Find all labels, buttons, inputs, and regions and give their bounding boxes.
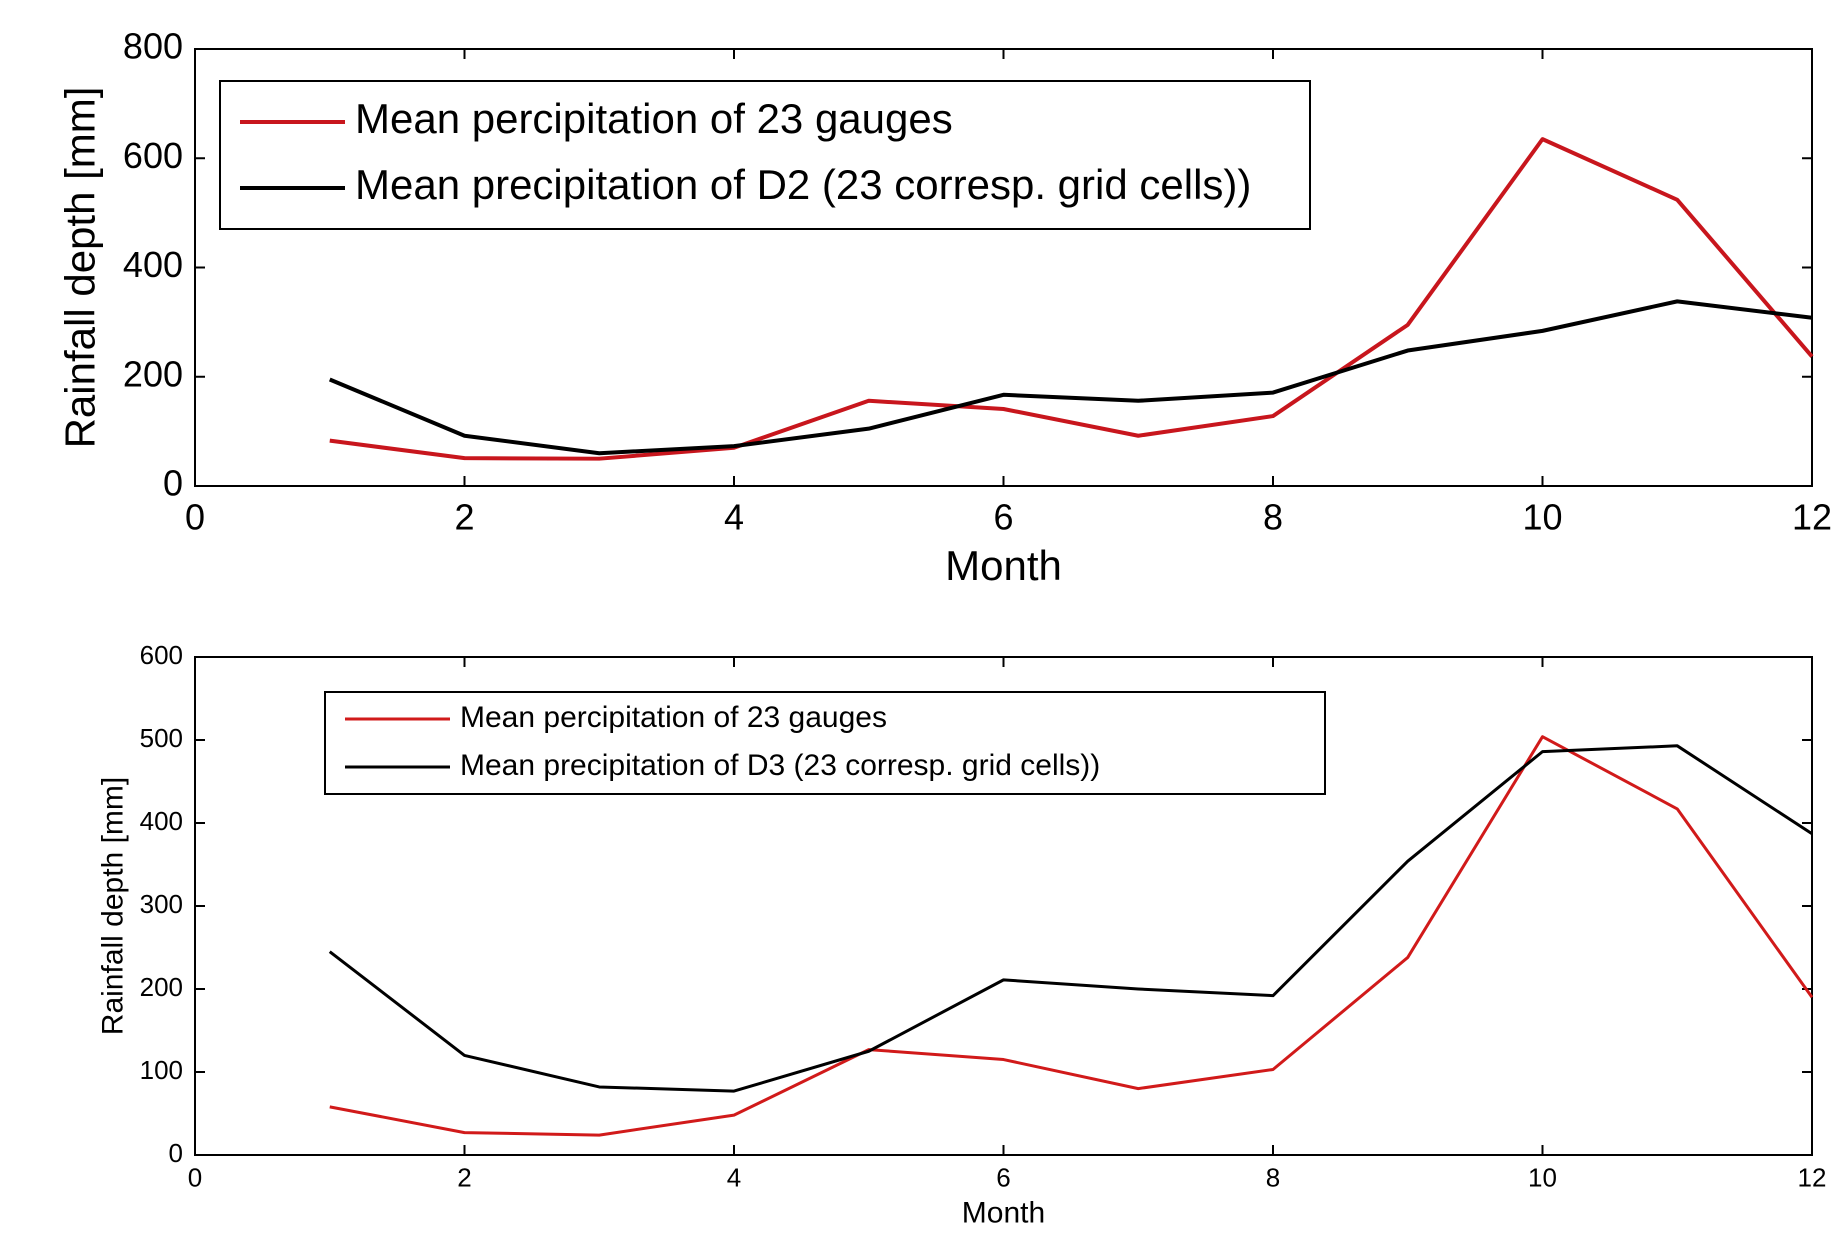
x-tick-label: 2 (454, 497, 474, 538)
x-axis-label: Month (962, 1197, 1045, 1230)
y-tick-label: 0 (169, 1138, 183, 1168)
x-tick-label: 0 (188, 1163, 202, 1193)
y-axis-label: Rainfall depth [mm] (56, 87, 103, 449)
y-tick-label: 0 (163, 463, 183, 504)
x-tick-label: 12 (1798, 1163, 1827, 1193)
legend-label: Mean precipitation of D2 (23 corresp. gr… (355, 161, 1251, 208)
x-tick-label: 10 (1528, 1163, 1557, 1193)
y-tick-label: 500 (140, 723, 183, 753)
data-line (329, 735, 1814, 1137)
x-tick-label: 12 (1792, 497, 1832, 538)
x-tick-label: 6 (993, 497, 1013, 538)
y-tick-label: 400 (140, 806, 183, 836)
x-tick-label: 8 (1266, 1163, 1280, 1193)
legend-label: Mean percipitation of 23 gauges (355, 95, 953, 142)
x-tick-label: 2 (457, 1163, 471, 1193)
data-line (328, 299, 1813, 456)
x-tick-label: 8 (1263, 497, 1283, 538)
legend-box (219, 80, 1311, 230)
data-line (329, 137, 1814, 461)
y-tick-label: 600 (123, 135, 183, 176)
x-tick-label: 0 (185, 497, 205, 538)
x-tick-label: 4 (724, 497, 744, 538)
y-axis-label: Rainfall depth [mm] (96, 777, 129, 1035)
y-tick-label: 600 (140, 640, 183, 670)
y-tick-label: 800 (123, 26, 183, 67)
y-tick-label: 400 (123, 244, 183, 285)
y-tick-label: 200 (140, 972, 183, 1002)
x-tick-label: 6 (996, 1163, 1010, 1193)
legend-label: Mean precipitation of D3 (23 corresp. gr… (460, 749, 1100, 782)
legend-box (324, 691, 1326, 795)
x-axis-label: Month (945, 542, 1062, 589)
x-tick-label: 4 (727, 1163, 741, 1193)
data-line (328, 744, 1813, 1093)
y-tick-label: 300 (140, 889, 183, 919)
x-tick-label: 10 (1522, 497, 1562, 538)
y-tick-label: 100 (140, 1055, 183, 1085)
legend-label: Mean percipitation of 23 gauges (460, 701, 887, 734)
y-tick-label: 200 (123, 353, 183, 394)
